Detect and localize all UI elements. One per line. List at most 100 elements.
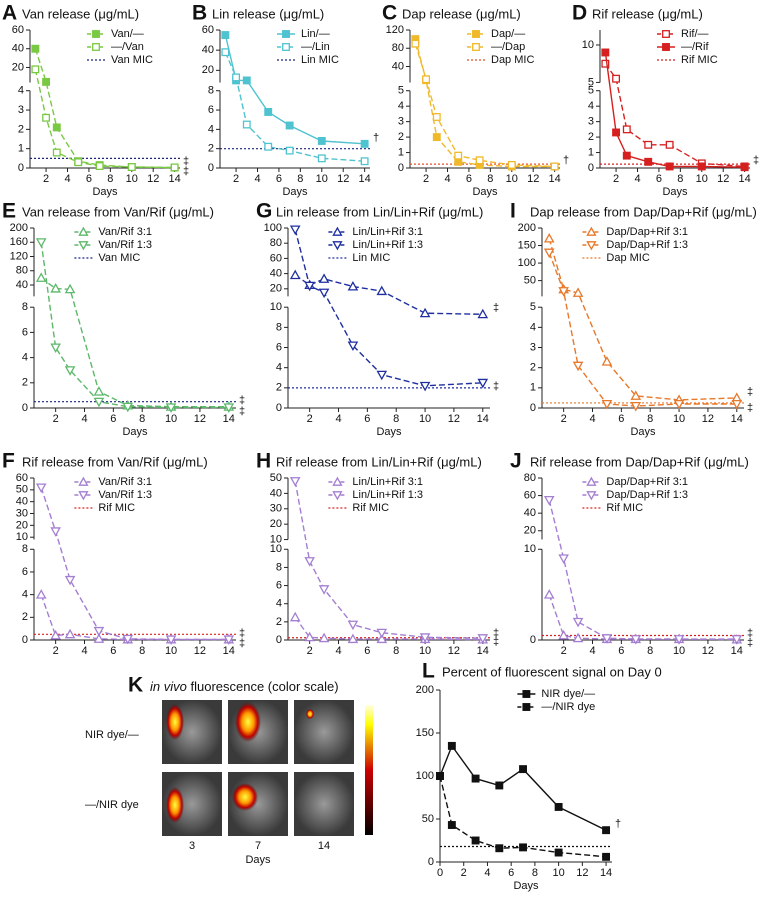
legend-label: Rif MIC: [352, 502, 389, 514]
y-tick-label: 0: [588, 162, 594, 174]
y-tick-label: 60: [524, 489, 536, 501]
y-tick-label: 2: [22, 611, 28, 623]
y-tick-label: 0: [530, 402, 536, 414]
y-tick-label: 8: [276, 561, 282, 573]
x-tick-label: 8: [107, 173, 113, 185]
legend-label: Van MIC: [98, 252, 140, 264]
data-point: [477, 308, 489, 319]
data-point: [630, 401, 642, 412]
y-tick-label: 0: [428, 856, 434, 868]
panel-title: Rif release from Lin/Lin+Rif (μg/mL): [276, 454, 482, 469]
panel-title: Lin release from Lin/Lin+Rif (μg/mL): [276, 204, 483, 219]
legend-marker: [472, 43, 480, 51]
signal: [232, 783, 258, 811]
end-mark: ‡: [747, 386, 753, 398]
legend-marker: [92, 43, 100, 51]
data-point: [519, 843, 527, 852]
x-label: Days: [122, 426, 148, 438]
panel-title: Lin release (μg/mL): [212, 6, 324, 21]
data-point: [602, 826, 611, 835]
y-tick-label: 10: [270, 533, 282, 545]
x-tick-label: 10: [419, 413, 431, 425]
x-tick-label: 14: [549, 173, 561, 185]
panel-title: Percent of fluorescent signal on Day 0: [442, 664, 662, 679]
data-point: [93, 626, 105, 637]
x-tick-label: 4: [634, 173, 640, 185]
legend-label: Van MIC: [111, 54, 153, 66]
x-tick-label: 12: [337, 173, 349, 185]
x-tick-label: 8: [139, 645, 145, 657]
data-point: [436, 772, 444, 780]
y-tick-label: 1: [588, 146, 594, 158]
y-tick-label: 40: [12, 43, 24, 55]
legend-label: Dap/Dap+Rif 3:1: [606, 476, 688, 488]
data-point: [602, 852, 611, 861]
data-point: [601, 48, 610, 57]
data-point: [317, 137, 326, 145]
y-tick-label: 10: [16, 531, 28, 543]
signal: [235, 702, 261, 742]
title-italic: in vivo: [150, 679, 187, 694]
y-tick-label: 60: [270, 252, 282, 264]
x-tick-label: 4: [335, 645, 341, 657]
x-tick-label: 2: [53, 645, 59, 657]
legend-label: Lin MIC: [352, 252, 390, 264]
x-tick-label: 2: [423, 173, 429, 185]
y-tick-label: 10: [270, 543, 282, 555]
panel-title: Rif release from Dap/Dap+Rif (μg/mL): [530, 454, 749, 469]
data-point: [31, 65, 40, 74]
data-point: [347, 620, 359, 631]
data-point: [572, 287, 584, 297]
data-point: [127, 163, 136, 171]
row-label: NIR dye/—: [85, 729, 139, 741]
data-point: [93, 386, 105, 396]
y-tick-label: 0: [22, 634, 28, 646]
y-tick-label: 150: [416, 727, 434, 739]
data-point: [376, 285, 388, 296]
x-tick-label: 6: [364, 645, 370, 657]
data-point: [347, 280, 359, 291]
y-tick-label: 50: [16, 484, 28, 496]
y-tick-label: 20: [270, 283, 282, 295]
panel-label: B: [192, 2, 207, 25]
legend-label: Rif MIC: [606, 502, 643, 514]
data-point: [264, 108, 273, 116]
data-point: [612, 74, 621, 83]
data-point: [317, 154, 326, 163]
panel-label: F: [2, 450, 15, 473]
data-point: [376, 370, 388, 381]
y-tick-label: 3: [398, 116, 404, 128]
data-point: [665, 140, 674, 149]
y-tick-label: 120: [10, 250, 28, 262]
end-mark: ‡: [747, 627, 753, 639]
legend-label: Van/Rif 1:3: [98, 239, 152, 251]
y-tick-label: 0: [398, 162, 404, 174]
y-tick-label: 4: [588, 100, 594, 112]
data-point: [454, 151, 463, 160]
y-tick-label: 5: [530, 301, 536, 313]
legend-marker: [586, 226, 597, 236]
data-point: [242, 76, 251, 85]
data-point: [285, 146, 294, 155]
panel-label: I: [510, 200, 516, 223]
legend-marker: [282, 30, 290, 38]
x-tick-label: 14: [731, 413, 743, 425]
legend-marker: [662, 30, 670, 38]
x-tick-label: 14: [359, 173, 371, 185]
data-point: [50, 527, 61, 537]
legend-marker: [332, 226, 343, 236]
series-line: [604, 63, 745, 168]
legend-label: NIR dye/—: [541, 688, 595, 700]
end-mark: ‡: [493, 627, 499, 639]
panel-label: C: [382, 2, 397, 25]
legend-marker: [78, 491, 89, 501]
data-point: [31, 44, 40, 53]
y-tick-label: 100: [416, 770, 434, 782]
y-tick-label: 4: [276, 598, 282, 610]
x-tick-label: 12: [194, 413, 206, 425]
y-tick-label: 10: [524, 543, 536, 555]
data-point: [471, 774, 480, 783]
data-point: [432, 113, 441, 121]
data-point: [347, 341, 359, 352]
panel-label: K: [128, 674, 143, 697]
